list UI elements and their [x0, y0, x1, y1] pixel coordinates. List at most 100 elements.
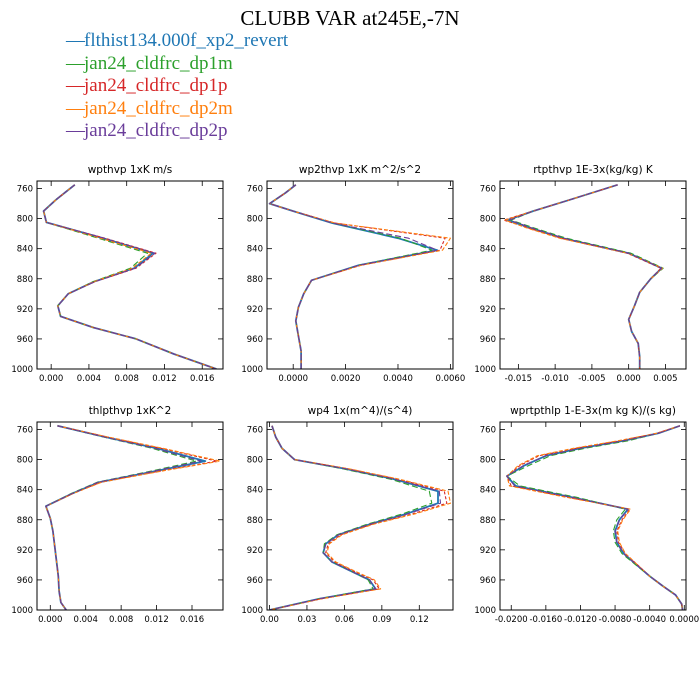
x-tick-label: 0.000	[38, 615, 62, 625]
y-tick-label: 960	[480, 576, 496, 586]
x-tick-label: 0.004	[74, 615, 98, 625]
x-tick-label: 0.016	[190, 374, 214, 384]
legend-label: jan24_cldfrc_dp2m	[84, 97, 233, 119]
y-tick-label: 840	[247, 486, 263, 496]
series-line-3	[506, 425, 684, 610]
x-tick-label: 0.06	[335, 615, 354, 625]
series-line-3	[269, 425, 448, 610]
x-tick-label: 0.0000	[669, 615, 699, 625]
y-tick-label: 880	[247, 275, 263, 285]
y-tick-label: 920	[480, 305, 496, 315]
y-tick-label: 880	[247, 516, 263, 526]
series-line-4	[43, 184, 217, 369]
panel-title: wp2thvp 1xK m^2/s^2	[299, 164, 421, 176]
y-tick-label: 760	[247, 185, 263, 195]
panel-title: wpthvp 1xK m/s	[88, 164, 173, 176]
x-tick-label: -0.0040	[633, 615, 666, 625]
y-tick-label: 840	[17, 245, 33, 255]
x-tick-label: 0.12	[410, 615, 429, 625]
x-tick-label: 0.016	[180, 615, 204, 625]
series-line-5	[506, 425, 684, 610]
x-tick-label: 0.000	[616, 374, 640, 384]
x-tick-label: 0.005	[653, 374, 677, 384]
x-tick-label: 0.09	[372, 615, 391, 625]
series-line-2	[43, 184, 217, 369]
legend-label: jan24_cldfrc_dp1p	[84, 75, 228, 96]
y-tick-label: 800	[480, 215, 496, 225]
y-tick-label: 880	[480, 516, 496, 526]
panel: wp2thvp 1xK m^2/s^2 760 800 840 880 920 960 100…	[241, 164, 465, 384]
x-tick-label: 0.0020	[331, 374, 361, 384]
y-tick-label: 760	[247, 426, 263, 436]
x-tick-label: 0.008	[115, 374, 139, 384]
y-tick-label: 840	[480, 245, 496, 255]
y-tick-label: 960	[480, 335, 496, 345]
series-line-5	[45, 425, 202, 610]
x-tick-label: 0.004	[77, 374, 101, 384]
series-line-1	[269, 425, 439, 610]
y-tick-label: 960	[247, 335, 263, 345]
panel-title: wprtpthlp 1-E-3x(m kg K)/(s kg)	[510, 405, 676, 417]
y-tick-label: 960	[17, 576, 33, 586]
legend: — flthist134.000f_xp2_revert — jan24_cldf…	[66, 30, 288, 143]
y-tick-label: 960	[17, 335, 33, 345]
y-tick-label: 800	[17, 456, 33, 466]
series-group	[505, 424, 684, 610]
y-tick-label: 920	[17, 546, 33, 556]
plot-frame	[499, 421, 687, 611]
series-line-5	[269, 184, 438, 369]
y-tick-label: 760	[17, 185, 33, 195]
series-group	[45, 424, 221, 610]
series-line-3	[45, 425, 218, 610]
plot-frame	[499, 180, 687, 370]
panel-title: rtpthvp 1E-3x(kg/kg) K	[533, 164, 654, 176]
x-tick-label: 0.0000	[278, 374, 308, 384]
series-line-1	[42, 184, 217, 369]
y-tick-label: 960	[247, 576, 263, 586]
panel: rtpthvp 1E-3x(kg/kg) K 760 800 840 880 920 960…	[474, 164, 687, 384]
y-tick-label: 840	[480, 486, 496, 496]
legend-swatch: —	[66, 30, 85, 51]
y-tick-label: 1000	[241, 365, 263, 375]
plot-frame	[266, 180, 454, 370]
y-tick-label: 800	[480, 456, 496, 466]
x-tick-label: -0.0200	[495, 615, 528, 625]
series-line-5	[269, 425, 442, 610]
x-tick-label: -0.010	[541, 374, 568, 384]
x-tick-label: 0.0060	[436, 374, 466, 384]
panel-title: wp4 1x(m^4)/(s^4)	[308, 405, 413, 417]
legend-swatch: —	[66, 52, 85, 74]
series-group	[269, 425, 452, 610]
legend-swatch: —	[66, 120, 85, 141]
series-group	[503, 183, 664, 369]
y-tick-label: 880	[17, 516, 33, 526]
x-tick-label: 0.012	[144, 615, 168, 625]
series-group	[42, 184, 217, 369]
series-line-5	[509, 184, 663, 369]
figure-title: CLUBB VAR at245E,-7N	[240, 6, 460, 30]
y-tick-label: 920	[17, 305, 33, 315]
series-line-2	[506, 425, 684, 610]
y-tick-label: 1000	[241, 606, 263, 616]
plot-frame	[36, 421, 224, 611]
x-tick-label: 0.008	[109, 615, 133, 625]
y-tick-label: 800	[247, 456, 263, 466]
series-line-2	[269, 184, 433, 369]
x-tick-label: -0.0120	[564, 615, 597, 625]
panel: thlpthvp 1xK^2 760 800 840 880 920 960 1000 0.00…	[11, 405, 224, 625]
plot-frame	[36, 180, 224, 370]
x-tick-label: -0.0080	[599, 615, 632, 625]
panel-title: thlpthvp 1xK^2	[89, 405, 172, 417]
series-line-4	[506, 425, 684, 610]
y-tick-label: 880	[17, 275, 33, 285]
legend-label: jan24_cldfrc_dp1m	[84, 52, 233, 74]
y-tick-label: 1000	[11, 606, 33, 616]
series-line-5	[43, 184, 217, 369]
series-line-1	[268, 184, 439, 369]
series-group	[268, 184, 451, 369]
y-tick-label: 1000	[474, 365, 496, 375]
y-tick-label: 840	[247, 245, 263, 255]
x-tick-label: -0.015	[505, 374, 532, 384]
y-tick-label: 920	[480, 546, 496, 556]
